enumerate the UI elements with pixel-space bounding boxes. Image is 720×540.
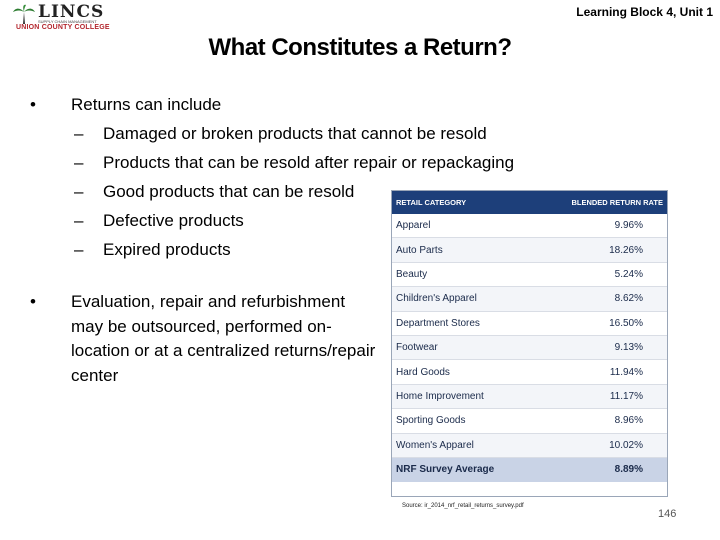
- footer-rate: 8.89%: [614, 464, 643, 476]
- logo-college-name: UNION COUNTY COLLEGE: [16, 24, 110, 31]
- table-row: Beauty 5.24%: [392, 263, 667, 288]
- slide-title: What Constitutes a Return?: [208, 34, 513, 61]
- bullet-evaluation-repair: Evaluation, repair and refurbishment may…: [71, 292, 376, 385]
- logo-tagline: SUPPLY CHAIN MANAGEMENT: [38, 19, 97, 24]
- row-rate: 5.24%: [614, 268, 643, 280]
- row-category: Hard Goods: [396, 366, 450, 378]
- palm-tree-icon: [13, 4, 35, 24]
- logo-wordmark: LINCS: [38, 2, 105, 22]
- sub-item-text: Expired products: [103, 240, 231, 259]
- row-rate: 11.17%: [609, 390, 643, 402]
- row-rate: 18.26%: [609, 244, 643, 256]
- footer-category: NRF Survey Average: [396, 464, 495, 476]
- row-category: Footwear: [396, 342, 438, 354]
- table-row: Home Improvement 11.17%: [392, 384, 667, 410]
- dash-marker: –: [74, 240, 84, 259]
- course-label: Learning Block 4, Unit 1: [576, 5, 713, 19]
- page-number: 146: [658, 508, 677, 520]
- dash-marker: –: [74, 124, 84, 143]
- table-row: Footwear 9.13%: [392, 335, 667, 361]
- table-header: RETAIL CATEGORY BLENDED RETURN RATE: [392, 191, 667, 214]
- source-citation: Source: ir_2014_nrf_retail_returns_surve…: [402, 503, 524, 509]
- row-rate: 9.96%: [614, 220, 643, 232]
- bullet-returns-include: Returns can include: [71, 95, 222, 114]
- column-header-rate: BLENDED RETURN RATE: [571, 198, 663, 207]
- row-category: Sporting Goods: [396, 415, 466, 427]
- row-category: Department Stores: [396, 317, 480, 329]
- sub-item-text: Good products that can be resold: [103, 182, 355, 201]
- row-category: Children's Apparel: [396, 293, 477, 305]
- row-category: Apparel: [396, 220, 431, 232]
- dash-marker: –: [74, 153, 84, 172]
- table-row: Auto Parts 18.26%: [392, 238, 667, 263]
- row-rate: 9.13%: [614, 342, 643, 354]
- row-category: Beauty: [396, 268, 428, 280]
- table-row: Hard Goods 11.94%: [392, 360, 667, 385]
- return-rate-table: RETAIL CATEGORY BLENDED RETURN RATE Appa…: [391, 190, 668, 497]
- dash-marker: –: [74, 211, 84, 230]
- bullet-marker: •: [30, 95, 36, 114]
- row-category: Auto Parts: [396, 244, 443, 256]
- sub-item-text: Damaged or broken products that cannot b…: [103, 124, 487, 143]
- row-rate: 8.96%: [614, 415, 643, 427]
- table-row: Department Stores 16.50%: [392, 312, 667, 336]
- table-row: Children's Apparel 8.62%: [392, 287, 667, 312]
- column-header-category: RETAIL CATEGORY: [396, 198, 467, 207]
- bullet-marker: •: [30, 292, 36, 311]
- sub-item-text: Defective products: [103, 211, 244, 230]
- row-category: Women's Apparel: [396, 439, 474, 451]
- lincs-logo: LINCS SUPPLY CHAIN MANAGEMENT UNION COUN…: [12, 2, 120, 31]
- table-row: Women's Apparel 10.02%: [392, 433, 667, 458]
- sub-item-text: Products that can be resold after repair…: [103, 153, 515, 172]
- row-rate: 11.94%: [609, 366, 643, 378]
- dash-marker: –: [74, 182, 84, 201]
- row-rate: 16.50%: [609, 317, 643, 329]
- table-footer-average: NRF Survey Average 8.89%: [392, 457, 667, 482]
- table-row: Apparel 9.96%: [392, 214, 667, 239]
- row-category: Home Improvement: [396, 390, 484, 402]
- row-rate: 10.02%: [609, 439, 643, 451]
- table-row: Sporting Goods 8.96%: [392, 409, 667, 434]
- row-rate: 8.62%: [614, 293, 643, 305]
